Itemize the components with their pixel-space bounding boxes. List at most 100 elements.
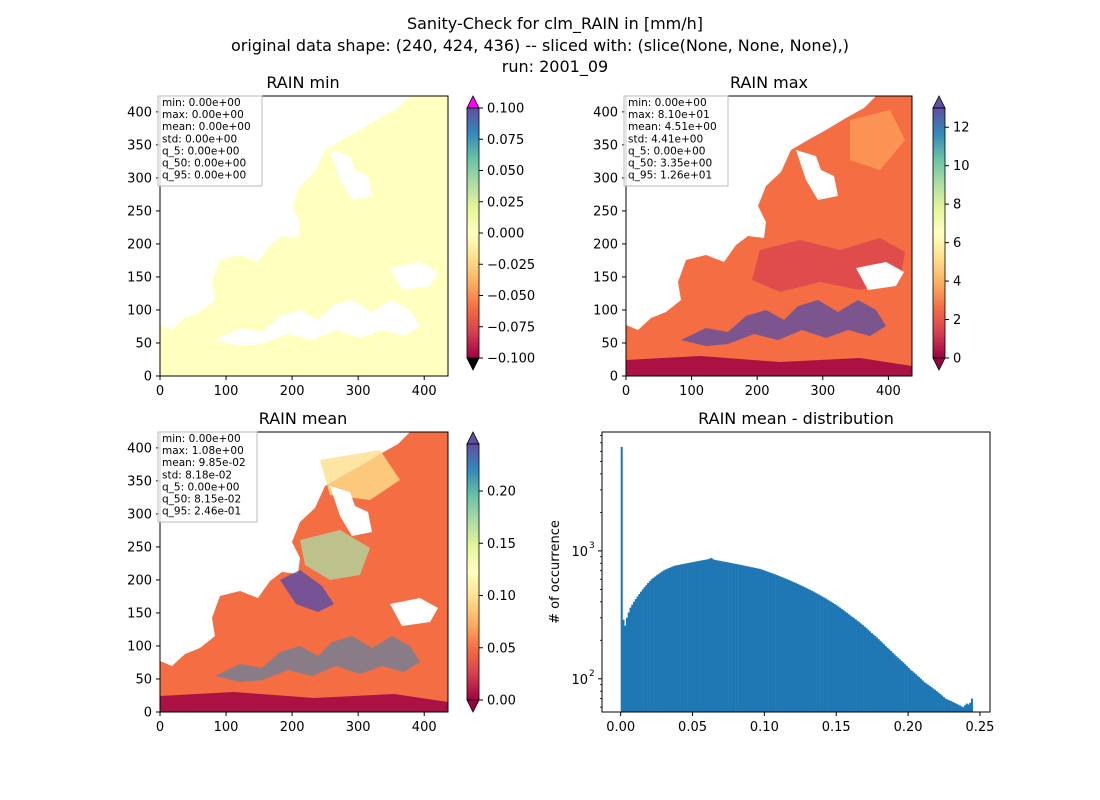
panel-title: RAIN mean	[259, 409, 348, 428]
histogram-bar	[886, 647, 889, 712]
histogram-bar	[900, 660, 903, 712]
histogram-bar	[757, 568, 761, 712]
colorbar-tick-label: 0.15	[487, 537, 516, 552]
x-tick-label: 400	[412, 720, 437, 735]
y-tick-label: 250	[127, 540, 152, 555]
colorbar-extend-under	[932, 357, 946, 371]
histogram-bar	[738, 564, 741, 712]
x-tick-label: 100	[679, 384, 704, 399]
histogram-bar	[645, 585, 648, 712]
histogram-bar	[773, 574, 776, 712]
histogram-bar	[948, 700, 951, 712]
histogram-bar	[939, 694, 942, 712]
land-texture-b	[850, 110, 905, 170]
sea-black	[390, 262, 438, 290]
histogram-bar	[754, 567, 757, 712]
histogram-bar	[831, 602, 834, 712]
colorbar-extend-over	[932, 95, 946, 109]
histogram-bar	[685, 563, 688, 712]
x-ticks: 0.00 0.05 0.10 0.15 0.20 0.25	[606, 712, 994, 735]
histogram-bar	[729, 562, 732, 712]
y-tick-label: 50	[601, 336, 618, 351]
histogram-bar	[970, 698, 974, 712]
colorbar-frame	[466, 443, 480, 701]
histogram-bar	[956, 704, 959, 712]
histogram-bar	[928, 685, 931, 712]
histogram-bar	[907, 667, 910, 712]
histogram-bar	[673, 565, 676, 712]
x-tick-label: 0	[622, 384, 630, 399]
histogram-bar	[694, 561, 697, 712]
y-tick-label: 300	[127, 507, 152, 522]
histogram-bar	[953, 702, 956, 712]
colorbar: 0.20 0.15 0.10 0.05 0.00	[466, 431, 516, 713]
histogram-bar	[631, 604, 634, 712]
north-mid	[320, 450, 400, 500]
y-tick-label: 350	[127, 138, 152, 153]
histogram-bar	[749, 566, 752, 712]
histogram-bar	[828, 600, 831, 712]
stats-line: min: 0.00e+00	[162, 97, 241, 109]
title-line-2: original data shape: (240, 424, 436) -- …	[231, 36, 849, 55]
histogram-bar	[721, 561, 724, 712]
histogram-bar	[860, 623, 863, 712]
histogram-bar	[963, 705, 967, 712]
histogram-bar	[969, 702, 972, 712]
plot-frame	[625, 95, 913, 377]
stats-line: std: 8.18e-02	[162, 469, 232, 481]
colorbar-tick-label: 0.05	[487, 641, 516, 656]
histogram-bar	[662, 570, 665, 712]
histogram-bar	[909, 669, 912, 712]
histogram-bar	[897, 657, 900, 712]
histogram-bar	[791, 581, 794, 712]
histogram-bar	[620, 446, 623, 712]
histogram-bar	[722, 561, 725, 712]
panel-title: RAIN mean - distribution	[698, 409, 894, 428]
colorbar-tick-label: 0.000	[487, 227, 524, 242]
histogram-bar	[647, 583, 650, 712]
x-tick-label: 0.00	[606, 720, 635, 735]
alps-high	[280, 570, 334, 612]
histogram-bar	[648, 581, 651, 712]
histogram-bar	[918, 677, 921, 712]
stats-line: q_5: 0.00e+00	[162, 145, 239, 157]
stats-line: max: 8.10e+01	[628, 109, 710, 121]
histogram-bar	[669, 567, 673, 712]
histogram-bar	[962, 707, 965, 712]
histogram-bar	[865, 628, 868, 712]
panel-title: RAIN min	[266, 73, 339, 92]
histogram-bar	[805, 588, 808, 712]
histogram-bar	[853, 618, 856, 712]
southern-land	[626, 356, 912, 376]
colorbar-extend-over	[466, 431, 480, 445]
y-tick-label: 100	[593, 303, 618, 318]
histogram-bar	[833, 604, 836, 712]
histogram-bar	[904, 664, 907, 712]
colorbar-gradient	[933, 108, 945, 358]
histogram-bar	[821, 596, 824, 712]
histogram-bar	[668, 567, 671, 712]
histogram-bar	[944, 698, 947, 712]
histogram-bar	[703, 559, 706, 712]
histogram-bar	[926, 684, 930, 712]
histogram-bar	[882, 644, 886, 712]
land-mask	[160, 432, 448, 712]
y-tick-label: 150	[127, 606, 152, 621]
histogram-bar	[719, 560, 722, 712]
stats-line: min: 0.00e+00	[628, 97, 707, 109]
y-ticks: 0 50 100 150 200 250 300 350 400	[127, 441, 160, 721]
histogram-bar	[733, 563, 736, 712]
stats-line: max: 1.08e+00	[162, 445, 244, 457]
histogram-bar	[793, 582, 796, 712]
histogram-bar	[798, 584, 801, 712]
figure-title: Sanity-Check for clm_RAIN in [mm/h] orig…	[231, 14, 849, 77]
land-mask	[626, 96, 912, 376]
sea-med	[215, 300, 420, 346]
y-tick-label: 10	[571, 545, 588, 560]
histogram-bar	[724, 561, 727, 712]
histogram-bar	[812, 591, 815, 712]
histogram-bar	[872, 634, 875, 712]
colorbar-tick-label: −0.100	[487, 352, 535, 367]
stats-line: q_5: 0.00e+00	[628, 145, 705, 157]
plot-frame	[159, 431, 449, 713]
